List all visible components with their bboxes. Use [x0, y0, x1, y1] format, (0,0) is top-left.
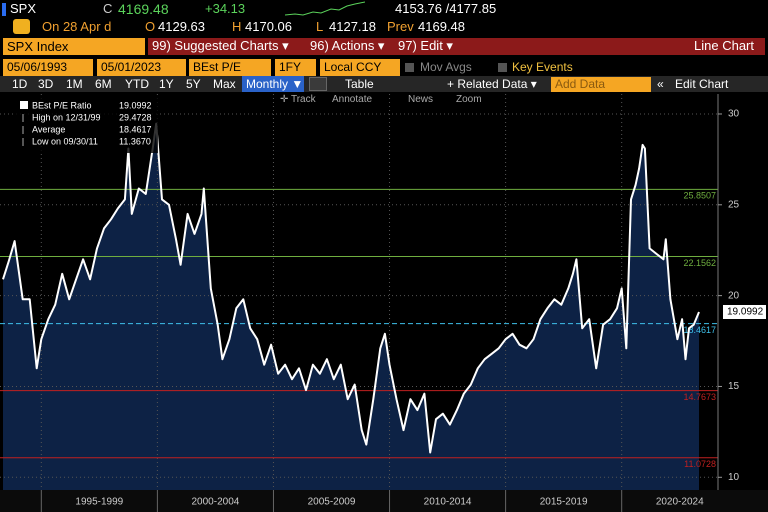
reference-label: 18.4617 [683, 325, 716, 335]
legend-label: BEst P/E Ratio [32, 100, 92, 110]
toggle-label[interactable]: Key Events [512, 60, 573, 74]
bid-ask: 4153.76 /4177.85 [395, 1, 497, 16]
frequency[interactable]: Monthly ▼ [242, 76, 304, 92]
period-button[interactable]: 1Y [159, 77, 174, 91]
parameter-field[interactable]: 05/01/2023 [97, 59, 186, 76]
legend-label: High on 12/31/99 [32, 112, 101, 122]
x-tick-label: 2000-2004 [192, 497, 240, 508]
security-field[interactable]: SPX Index [3, 38, 145, 55]
y-tick-label: 30 [728, 109, 740, 120]
open: 4129.63 [158, 19, 205, 34]
toolbar [0, 76, 768, 92]
edit-chart[interactable]: Edit Chart [675, 77, 729, 91]
x-tick-label: 2015-2019 [540, 497, 588, 508]
legend-value: 29.4728 [119, 112, 152, 122]
change: +34.13 [205, 1, 246, 16]
period-button[interactable]: 1D [12, 77, 28, 91]
chart-icon[interactable] [309, 77, 327, 91]
date-line: On 28 Apr d [42, 19, 112, 34]
legend-box [16, 98, 158, 153]
low-label: L [316, 19, 324, 34]
reference-label: 22.1562 [683, 258, 716, 268]
x-tick-label: 2005-2009 [308, 497, 356, 508]
add-data[interactable]: Add Data [551, 77, 651, 92]
ticker-marker [2, 3, 6, 16]
table-button[interactable]: Table [345, 77, 374, 91]
y-tick-label: 10 [728, 472, 740, 483]
close: 4169.48 [118, 1, 169, 17]
news-icon[interactable] [13, 19, 30, 34]
period-button[interactable]: 5Y [186, 77, 201, 91]
area [3, 123, 699, 490]
period-button[interactable]: 6M [95, 77, 112, 91]
period-button[interactable]: Max [213, 77, 236, 91]
checkbox[interactable] [405, 63, 414, 72]
period-button[interactable]: 3D [38, 77, 54, 91]
x-tick-label: 1995-1999 [75, 497, 123, 508]
close-label: C [103, 1, 113, 16]
high-label: H [232, 19, 242, 34]
menu-item[interactable]: 99) Suggested Charts ▾ [152, 38, 289, 53]
legend-value: 18.4617 [119, 124, 152, 134]
legend-swatch [20, 101, 28, 109]
last-value-box [723, 304, 766, 319]
x-tick-label: 2020-2024 [656, 497, 704, 508]
sparkline [285, 1, 365, 16]
period-button[interactable]: YTD [125, 77, 149, 91]
ticker: SPX [10, 1, 37, 16]
legend-value: 11.3670 [119, 136, 151, 146]
high: 4170.06 [245, 19, 292, 34]
low: 4127.18 [329, 19, 376, 34]
menu-item[interactable]: 97) Edit ▾ [398, 38, 453, 53]
collapse-icon[interactable]: « [657, 77, 664, 91]
period-button[interactable]: 1M [66, 77, 83, 91]
parameter-field[interactable]: Local CCY [320, 59, 400, 76]
y-tick-label: 25 [728, 199, 740, 210]
parameter-field[interactable]: BEst P/E [189, 59, 271, 76]
axis-strip [0, 490, 768, 512]
legend-label: Low on 09/30/11 [32, 136, 98, 146]
x-tick-label: 2010-2014 [424, 497, 472, 508]
chart-kind: Line Chart [694, 38, 754, 53]
legend-value: 19.0992 [119, 100, 152, 110]
parameter-field[interactable]: 05/06/1993 [3, 59, 93, 76]
reference-label: 11.0728 [684, 459, 716, 469]
line [2, 122, 700, 454]
reference-label: 25.8507 [683, 191, 716, 201]
parameter-field[interactable]: 1FY [275, 59, 316, 76]
menu-item[interactable]: 96) Actions ▾ [310, 38, 385, 53]
chart-tool[interactable]: ✛ Track [280, 94, 316, 105]
menu-bar [148, 38, 765, 55]
chart-tool[interactable]: News [408, 94, 434, 105]
reference-label: 14.7673 [683, 392, 716, 402]
toggle-label[interactable]: Mov Avgs [420, 60, 472, 74]
checkbox[interactable] [498, 63, 507, 72]
prev-label: Prev [387, 19, 414, 34]
y-tick-label: 15 [728, 381, 740, 392]
chart-tool[interactable]: Zoom [456, 94, 482, 105]
legend-label: Average [32, 124, 65, 134]
prev: 4169.48 [418, 19, 465, 34]
related-data[interactable]: + Related Data ▾ [447, 77, 537, 91]
last-value: 19.0992 [727, 307, 764, 318]
y-tick-label: 20 [728, 290, 740, 301]
open-label: O [145, 19, 156, 34]
chart-tool[interactable]: Annotate [332, 94, 373, 105]
